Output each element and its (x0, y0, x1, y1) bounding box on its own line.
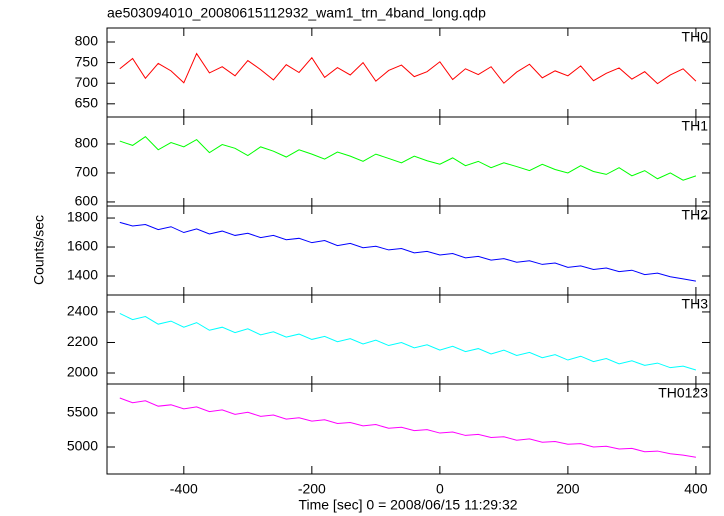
y-tick-label: 1400 (67, 267, 98, 283)
y-axis-label: Counts/sec (31, 215, 47, 285)
legend-label: TH2 (682, 207, 709, 223)
y-tick-label: 1600 (67, 238, 98, 254)
series-line (119, 397, 696, 458)
series-line (119, 136, 697, 181)
x-tick-label: 400 (684, 481, 708, 497)
y-tick-label: 700 (75, 164, 99, 180)
panel-frame (106, 27, 711, 118)
panel-frame (106, 294, 711, 385)
y-tick-label: 2200 (67, 333, 98, 349)
legend-label: TH3 (682, 296, 709, 312)
x-tick-label: -200 (298, 481, 326, 497)
x-axis-label: Time [sec] 0 = 2008/06/15 11:29:32 (298, 497, 517, 513)
series-line (119, 221, 697, 282)
panel-frame (106, 116, 711, 207)
y-tick-label: 5000 (67, 438, 98, 454)
y-tick-label: 750 (75, 53, 99, 69)
y-tick-label: 600 (75, 193, 99, 209)
y-tick-label: 800 (75, 135, 99, 151)
legend-label: TH0 (682, 29, 709, 45)
y-tick-label: 800 (75, 33, 99, 49)
series-line (119, 52, 697, 85)
x-tick-label: -400 (170, 481, 198, 497)
x-tick-label: 0 (436, 481, 444, 497)
legend-label: TH0123 (658, 385, 708, 401)
y-tick-label: 2400 (67, 303, 98, 319)
y-tick-label: 5500 (67, 404, 98, 420)
series-line (119, 313, 697, 371)
x-tick-label: 200 (556, 481, 580, 497)
y-tick-label: 2000 (67, 364, 98, 380)
y-tick-label: 700 (75, 74, 99, 90)
legend-label: TH1 (682, 118, 709, 134)
y-tick-label: 1800 (67, 209, 98, 225)
y-tick-label: 650 (75, 95, 99, 111)
chart-title: ae503094010_20080615112932_wam1_trn_4ban… (107, 5, 486, 21)
panel-frame (106, 383, 711, 475)
